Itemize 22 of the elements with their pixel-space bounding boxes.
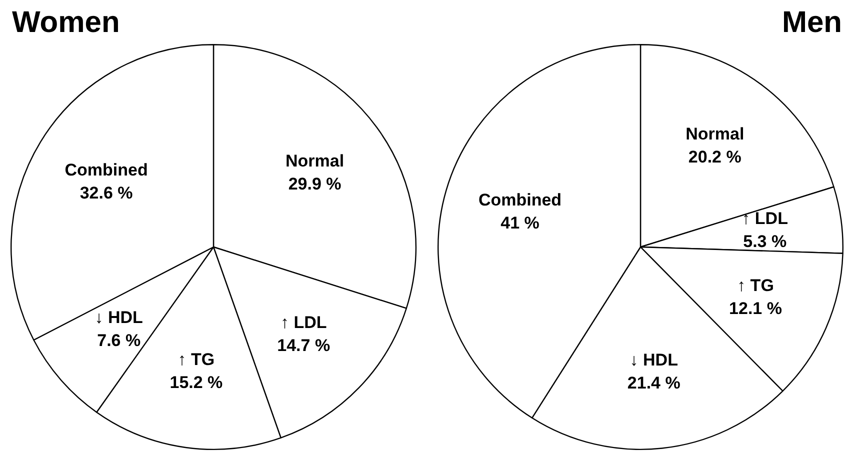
slice-label: ↑ LDL (742, 208, 788, 228)
data-label: 12.1 % (729, 298, 782, 318)
data-label: 32.6 % (80, 183, 133, 202)
slice-label: Normal (286, 152, 344, 171)
data-label: 21.4 % (627, 373, 680, 392)
data-label: 14.7 % (277, 336, 330, 356)
slice-label: ↑ LDL (280, 313, 327, 332)
chart-title: Women (12, 6, 120, 40)
slice-label: Combined (64, 160, 148, 180)
data-label: 41 % (500, 214, 540, 233)
slice-label: Normal (686, 124, 744, 144)
data-label: 7.6 % (97, 331, 141, 350)
slice-label: ↓ HDL (630, 350, 678, 370)
slice-label: ↓ HDL (94, 308, 143, 328)
slice-label: Combined (478, 190, 562, 210)
slice-label: ↑ TG (178, 350, 215, 369)
chart-title: Men (782, 6, 842, 40)
data-label: 29.9 % (288, 174, 342, 194)
slice-label: ↑ TG (737, 276, 774, 295)
data-label: 20.2 % (688, 148, 742, 167)
data-label: 5.3 % (743, 232, 787, 251)
data-label: 15.2 % (170, 372, 223, 392)
